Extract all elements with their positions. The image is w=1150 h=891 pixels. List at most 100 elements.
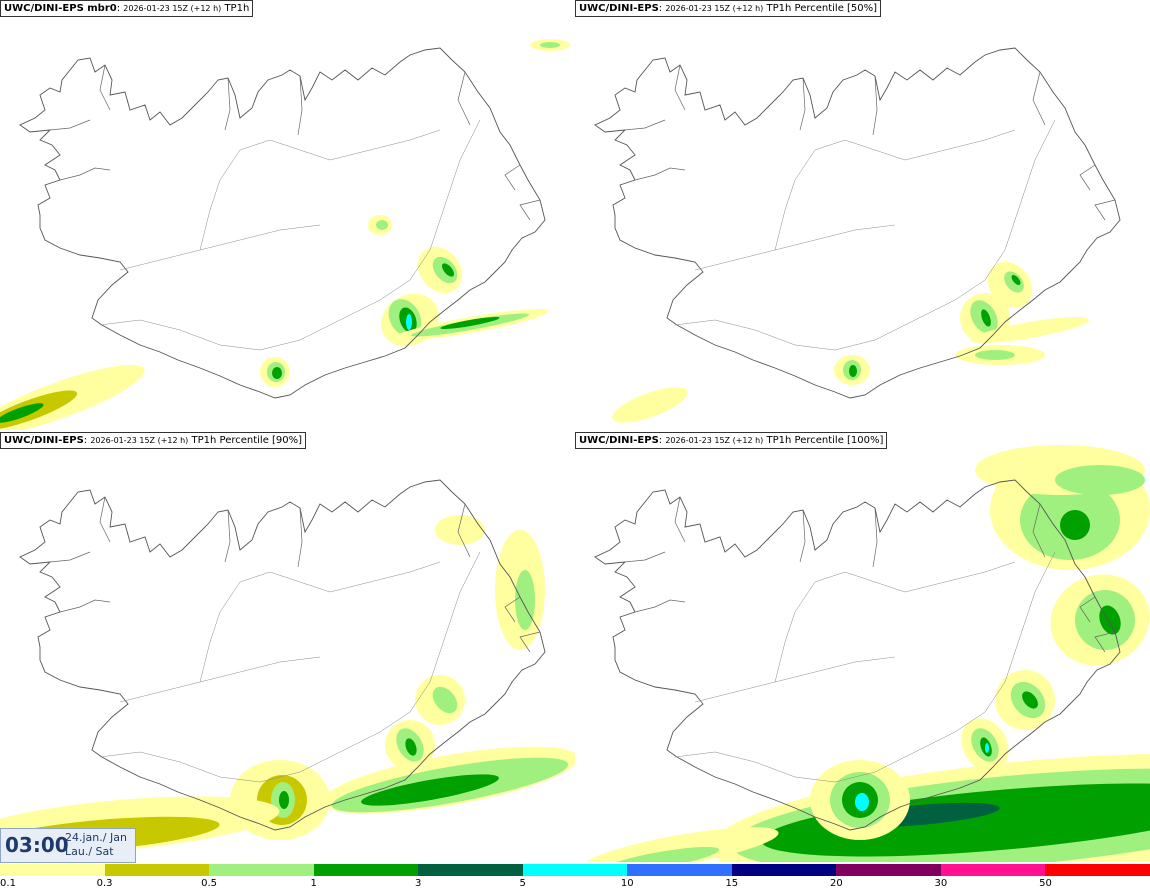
coastline bbox=[19, 47, 546, 399]
valid-date-line2: Lau./ Sat bbox=[65, 845, 114, 858]
fjord-line bbox=[799, 77, 806, 131]
precip-area bbox=[540, 42, 560, 48]
road-lines bbox=[99, 119, 481, 351]
legend-tick-label: 5 bbox=[519, 878, 526, 889]
fjord-line bbox=[1079, 596, 1096, 623]
legend-tick-label: 10 bbox=[620, 878, 634, 889]
fjord-line bbox=[519, 631, 541, 653]
fjord-line bbox=[624, 551, 666, 563]
precip-area bbox=[600, 846, 720, 862]
fjord-line bbox=[224, 509, 231, 563]
map-panel-mbr0: UWC/DINI-EPS mbr0: 2026-01-23 15Z (+12 h… bbox=[0, 0, 575, 430]
valid-date-line1: 24.jan./ Jan bbox=[65, 831, 127, 844]
fjord-line bbox=[634, 167, 686, 181]
precip-area bbox=[406, 314, 412, 330]
legend-swatch bbox=[836, 864, 941, 876]
legend-tick-label: 0.3 bbox=[96, 878, 113, 889]
fjord-line bbox=[99, 496, 111, 543]
panel-title: UWC/DINI-EPS: 2026-01-23 15Z (+12 h) TP1… bbox=[575, 0, 882, 17]
precip-area bbox=[849, 365, 857, 377]
precip-area bbox=[272, 367, 282, 379]
precip-area bbox=[1022, 691, 1038, 709]
precip-area bbox=[442, 263, 454, 277]
legend-tick-label: 0.5 bbox=[201, 878, 218, 889]
precip-area bbox=[361, 774, 499, 806]
valid-date: 24.jan./ Jan Lau./ Sat bbox=[65, 831, 127, 859]
legend-swatch bbox=[418, 864, 523, 876]
fjord-line bbox=[1094, 199, 1116, 221]
fjord-line bbox=[519, 199, 541, 221]
legend-swatch bbox=[209, 864, 314, 876]
precip-map bbox=[594, 47, 1121, 423]
fjord-line bbox=[674, 496, 686, 543]
precip-map bbox=[0, 39, 570, 430]
panel-title: UWC/DINI-EPS: 2026-01-23 15Z (+12 h) TP1… bbox=[575, 432, 888, 449]
fjord-line bbox=[872, 75, 878, 136]
legend-swatch bbox=[1045, 864, 1150, 876]
panel-title: UWC/DINI-EPS: 2026-01-23 15Z (+12 h) TP1… bbox=[0, 432, 307, 449]
fjord-line bbox=[1094, 631, 1116, 653]
precip-area bbox=[1055, 465, 1145, 495]
precip-area bbox=[440, 317, 500, 329]
precip-area bbox=[970, 316, 1090, 344]
legend-tick-label: 50 bbox=[1039, 878, 1052, 889]
map-panel-p50: UWC/DINI-EPS: 2026-01-23 15Z (+12 h) TP1… bbox=[575, 0, 1150, 430]
map-panel-p90: UWC/DINI-EPS: 2026-01-23 15Z (+12 h) TP1… bbox=[0, 432, 575, 862]
precip-map bbox=[0, 479, 575, 854]
legend-swatch bbox=[104, 864, 210, 876]
precip-area bbox=[0, 403, 44, 423]
fjord-line bbox=[504, 164, 521, 191]
fjord-line bbox=[99, 64, 111, 111]
fjord-line bbox=[504, 596, 521, 623]
fjord-line bbox=[59, 599, 111, 613]
fjord-line bbox=[1032, 503, 1046, 558]
fjord-line bbox=[59, 167, 111, 181]
fjord-line bbox=[49, 119, 91, 131]
fjord-line bbox=[457, 71, 471, 126]
precip-area bbox=[985, 743, 989, 753]
fjord-line bbox=[674, 64, 686, 111]
legend-swatch bbox=[731, 864, 837, 876]
legend-bar bbox=[0, 864, 1150, 876]
precip-area bbox=[432, 686, 458, 714]
fjord-line bbox=[624, 119, 666, 131]
precip-area bbox=[1060, 510, 1090, 540]
legend-tick-label: 3 bbox=[414, 878, 422, 889]
coastline bbox=[594, 47, 1121, 399]
precip-area bbox=[279, 791, 289, 809]
precip-area bbox=[515, 570, 535, 630]
valid-time: 03:00 bbox=[5, 833, 69, 857]
fjord-line bbox=[457, 503, 471, 558]
precip-area bbox=[975, 350, 1015, 360]
legend-swatch bbox=[313, 864, 419, 876]
precip-area bbox=[855, 793, 869, 811]
legend-tick-label: 1 bbox=[310, 878, 317, 889]
fjord-line bbox=[634, 599, 686, 613]
legend-swatch bbox=[0, 864, 105, 876]
legend-tick-label: 30 bbox=[934, 878, 948, 889]
legend-tick-label: 20 bbox=[829, 878, 843, 889]
fjord-line bbox=[297, 75, 303, 136]
legend-tick-label: 0.1 bbox=[0, 878, 16, 889]
precip-area bbox=[405, 738, 417, 756]
fjord-line bbox=[872, 507, 878, 568]
precip-area bbox=[981, 309, 991, 327]
road-lines bbox=[674, 119, 1056, 351]
precip-map bbox=[581, 445, 1150, 862]
legend-swatch bbox=[522, 864, 628, 876]
fjord-line bbox=[1079, 164, 1096, 191]
valid-time-box: 03:00 24.jan./ Jan Lau./ Sat bbox=[0, 828, 136, 863]
precip-area bbox=[435, 515, 485, 545]
precip-area bbox=[760, 783, 1150, 857]
fjord-line bbox=[297, 507, 303, 568]
map-panel-p100: UWC/DINI-EPS: 2026-01-23 15Z (+12 h) TP1… bbox=[575, 432, 1150, 862]
fjord-line bbox=[224, 77, 231, 131]
fjord-line bbox=[49, 551, 91, 563]
legend-swatch bbox=[627, 864, 732, 876]
legend-swatch bbox=[940, 864, 1046, 876]
road-lines bbox=[99, 551, 481, 783]
legend-tick-label: 15 bbox=[725, 878, 739, 889]
panel-title: UWC/DINI-EPS mbr0: 2026-01-23 15Z (+12 h… bbox=[0, 0, 254, 17]
precip-area bbox=[612, 387, 688, 423]
fjord-line bbox=[1032, 71, 1046, 126]
